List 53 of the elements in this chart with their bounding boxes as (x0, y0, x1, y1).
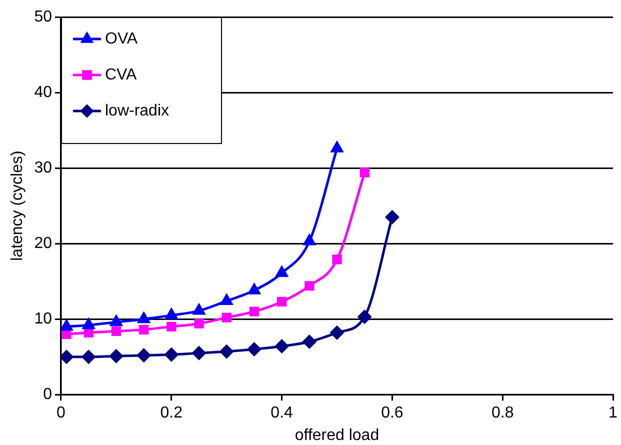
point (60, 350, 74, 364)
point (192, 304, 206, 315)
point (139, 324, 149, 334)
y-tick-label: 0 (43, 386, 52, 404)
x-tick-label: 0 (56, 404, 66, 422)
point (302, 334, 316, 348)
point (110, 315, 122, 326)
x-axis-title: offered load (294, 426, 380, 444)
y-tick-label: 40 (34, 84, 52, 101)
point (84, 328, 94, 338)
point (222, 312, 232, 322)
x-tick-label: 0.4 (270, 404, 294, 422)
point (332, 254, 342, 264)
point (165, 308, 178, 320)
point (304, 281, 314, 291)
point (166, 322, 176, 332)
point (138, 312, 150, 324)
x-tick-label: 0.6 (381, 404, 404, 422)
y-tick-label: 20 (34, 234, 52, 252)
point (109, 349, 123, 363)
point (220, 294, 233, 305)
x-tick-label: 1 (608, 404, 618, 422)
point (277, 296, 287, 306)
point (164, 348, 178, 362)
y-tick-label: 10 (34, 310, 52, 328)
y-tick-label: 50 (34, 8, 52, 26)
point (249, 306, 259, 316)
point (60, 320, 73, 331)
point (303, 234, 316, 246)
point (360, 168, 370, 178)
point (194, 318, 204, 328)
point (111, 326, 121, 336)
y-tick-label: 30 (34, 159, 52, 176)
point (276, 266, 288, 278)
legend-label: OVA (104, 30, 138, 48)
point (330, 142, 344, 152)
point (247, 342, 261, 356)
legend-label: low-radix (104, 102, 170, 120)
y-axis-title: latency (cycles) (9, 150, 26, 261)
point (275, 340, 289, 354)
point (192, 346, 206, 360)
point (82, 318, 95, 330)
x-tick-label: 0.8 (491, 404, 514, 422)
legend-label: CVA (104, 66, 138, 84)
point (248, 284, 260, 294)
point (330, 326, 344, 340)
point (62, 329, 72, 339)
point (358, 310, 372, 324)
point (220, 344, 234, 358)
point (82, 350, 96, 364)
x-tick-label: 0.2 (160, 404, 183, 422)
point (137, 348, 151, 362)
point (385, 210, 399, 224)
